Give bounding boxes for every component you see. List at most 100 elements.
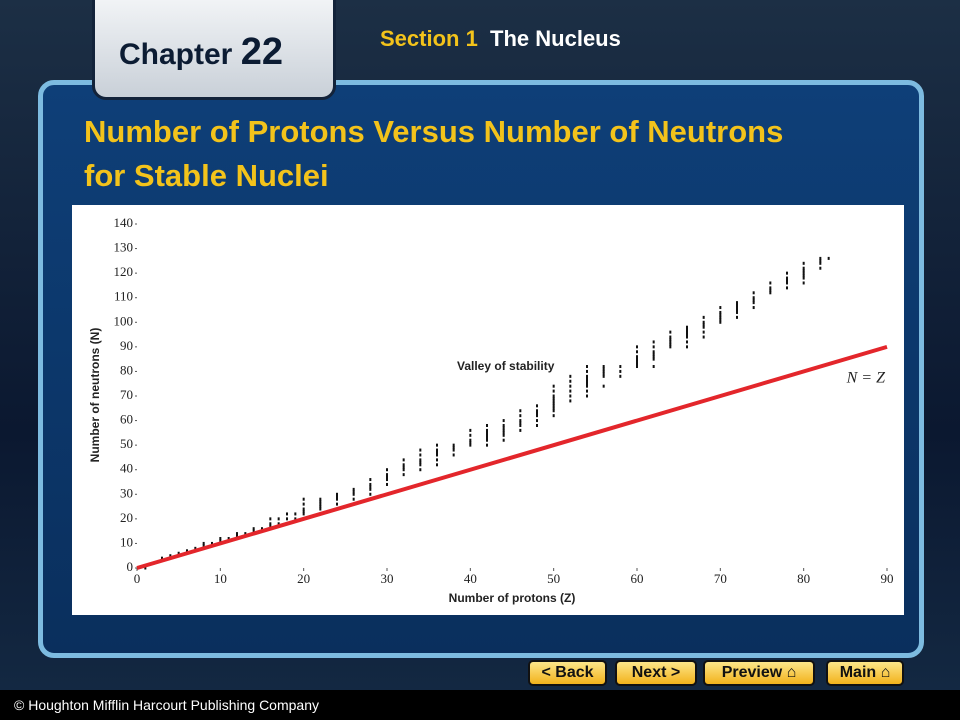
nucleus-point [702, 325, 705, 329]
nucleus-point [219, 537, 222, 541]
nucleus-point [819, 256, 822, 260]
main-label[interactable]: Main [839, 664, 877, 681]
nucleus-point [819, 259, 822, 263]
nucleus-point [586, 365, 588, 369]
nucleus-point [302, 502, 305, 506]
nucleus-point [452, 446, 455, 450]
nucleus-point [652, 340, 655, 344]
preview-label[interactable]: Preview [721, 664, 783, 681]
nucleus-point [336, 495, 338, 499]
nucleus-point [719, 310, 722, 314]
nucleus-point [686, 330, 688, 334]
nucleus-point [752, 298, 755, 302]
nucleus-point [277, 517, 280, 521]
nucleus-point [369, 492, 372, 496]
nucleus-point [486, 431, 488, 435]
nucleus-point [486, 443, 488, 447]
nucleus-point [302, 497, 305, 501]
nucleus-point [569, 394, 572, 398]
nucleus-point [519, 423, 522, 427]
nucleus-point [502, 428, 505, 432]
y-tick-label: 10 [120, 534, 133, 549]
nucleus-point [436, 443, 438, 447]
n-equals-z-line [136, 344, 888, 570]
nucleus-point [194, 546, 197, 550]
y-tick-label: 100 [114, 313, 134, 328]
nucleus-point [469, 438, 472, 442]
next-label[interactable]: Next [631, 664, 667, 681]
slide-title: Number of Protons Versus Number of Neutr… [84, 114, 784, 193]
nucleus-point [402, 458, 405, 462]
nucleus-point [294, 512, 297, 516]
nucleus-point [586, 394, 588, 398]
nucleus-point [536, 411, 538, 415]
nucleus-point [786, 281, 788, 285]
nucleus-point [636, 360, 638, 364]
nucleus-point [186, 549, 188, 553]
nucleus-point [419, 448, 422, 452]
nucleus-point [686, 340, 688, 344]
nucleus-point [569, 399, 572, 403]
nucleus-point [236, 532, 238, 536]
nucleus-point [552, 404, 555, 408]
nucleus-point [686, 328, 688, 332]
nucleus-point [802, 271, 805, 275]
nucleus-point [752, 296, 755, 300]
line-label: N = Z [846, 370, 886, 387]
section-number: Section 1 [380, 26, 478, 51]
nucleus-point [802, 276, 805, 280]
back-button[interactable]: < Back [528, 660, 607, 686]
nucleus-point [552, 394, 555, 398]
y-tick-label: 30 [120, 485, 133, 500]
nucleus-point [486, 428, 488, 432]
nucleus-point [686, 345, 688, 349]
nucleus-point [319, 507, 322, 511]
nucleus-point [636, 345, 638, 349]
nucleus-point [369, 478, 372, 482]
next-button[interactable]: Next > [615, 660, 697, 686]
annotation: Valley of stability [457, 359, 555, 373]
nucleus-point [819, 261, 822, 265]
nucleus-point [652, 345, 655, 349]
preview-button[interactable]: Preview ⌂ [703, 660, 815, 686]
back-label[interactable]: Back [555, 664, 594, 681]
nucleus-point [536, 423, 538, 427]
nucleus-point [686, 335, 688, 339]
section-heading: Section 1 The Nucleus [380, 26, 621, 52]
nucleus-point [669, 342, 672, 346]
nucleus-point [302, 512, 305, 516]
nucleus-point [269, 517, 272, 521]
nucleus-point [436, 448, 438, 452]
nucleus-point [619, 369, 622, 373]
nucleus-point [386, 468, 388, 472]
nucleus-point [369, 487, 372, 491]
y-tick-label: 70 [120, 387, 133, 402]
nucleus-point [602, 372, 605, 376]
x-tick-label: 70 [714, 571, 727, 586]
nucleus-point [402, 473, 405, 477]
nucleus-point [652, 357, 655, 361]
x-tick-label: 80 [797, 571, 810, 586]
nucleus-point [369, 485, 372, 489]
nucleus-point [669, 340, 672, 344]
nucleus-point [586, 374, 588, 378]
nucleus-point [702, 335, 705, 339]
nucleus-point [436, 463, 438, 467]
nucleus-point [719, 320, 722, 324]
nucleus-point [752, 306, 755, 310]
nucleus-point [586, 389, 588, 393]
x-tick-label: 20 [297, 571, 310, 586]
nucleus-point [452, 443, 455, 447]
nucleus-point [202, 541, 205, 545]
nucleus-point [144, 566, 147, 570]
nucleus-point [736, 303, 738, 307]
main-button[interactable]: Main ⌂ [826, 660, 904, 686]
nucleus-point [486, 423, 488, 427]
nucleus-point [436, 451, 438, 455]
nucleus-point [719, 306, 722, 310]
nucleus-point [202, 544, 205, 548]
nucleus-point [552, 406, 555, 410]
nucleus-point [469, 443, 472, 447]
y-tick-label: 80 [120, 362, 133, 377]
nucleus-point [652, 355, 655, 359]
